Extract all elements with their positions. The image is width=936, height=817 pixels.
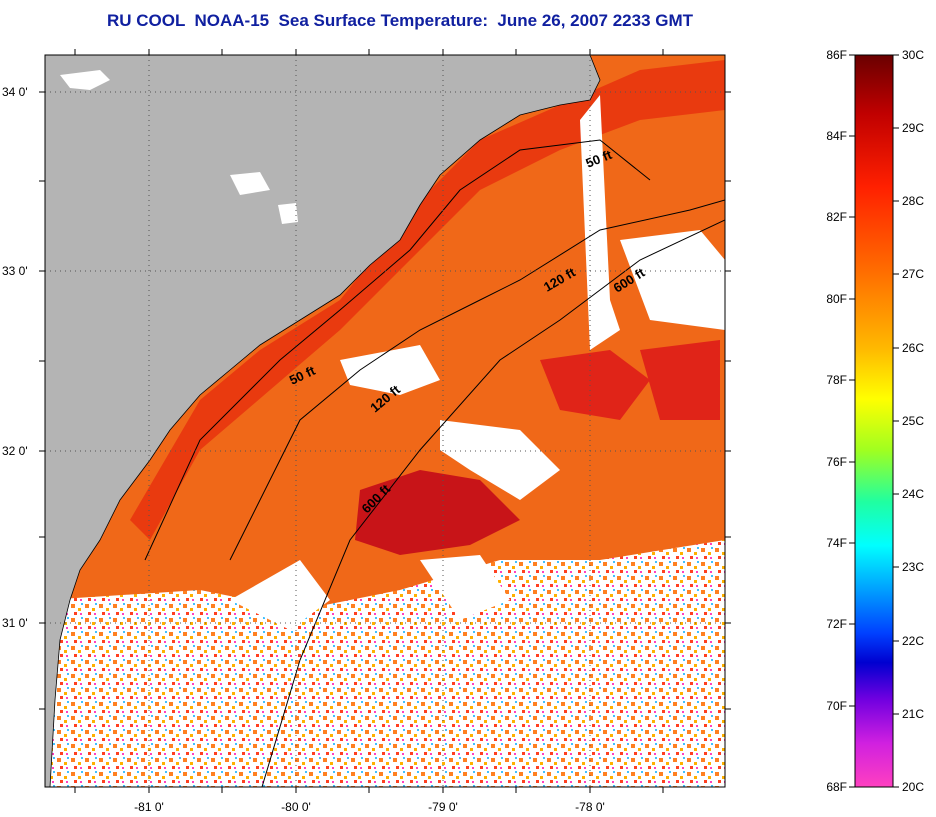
cloud-blob-5 — [420, 555, 510, 620]
lat-label-31: 31 0' — [2, 616, 28, 630]
lat-label-32: 32 0' — [2, 444, 28, 458]
cb-c-29: 29C — [902, 121, 924, 135]
cb-f-74: 74F — [826, 536, 847, 550]
hot-water-patch-3 — [640, 340, 720, 420]
land-cloud-2 — [230, 172, 270, 195]
cloud-blob-3 — [620, 230, 725, 330]
lon-label-80: -80 0' — [281, 800, 311, 814]
lon-label-79: -79 0' — [428, 800, 458, 814]
map-title: RU COOL NOAA-15 Sea Surface Temperature:… — [106, 11, 694, 30]
land-cloud-3 — [278, 203, 298, 224]
map-frame — [44, 54, 726, 788]
cb-f-82: 82F — [826, 210, 847, 224]
cloud-speckle-region — [45, 540, 725, 787]
cloud-blob-1 — [340, 345, 440, 395]
cb-f-68: 68F — [826, 780, 847, 794]
lat-label-33: 33 0' — [2, 264, 28, 278]
cb-c-27: 27C — [902, 267, 924, 281]
cb-c-20: 20C — [902, 780, 924, 794]
cloud-blob-2 — [440, 420, 560, 500]
lon-label-81: -81 0' — [134, 800, 164, 814]
nearshore-warm-band — [130, 60, 725, 540]
cb-f-86: 86F — [826, 48, 847, 62]
isobath-50ft — [144, 139, 651, 561]
lat-label-34: 34 0' — [2, 85, 28, 99]
cb-c-26: 26C — [902, 341, 924, 355]
lon-label-78: -78 0' — [575, 800, 605, 814]
cb-c-30: 30C — [902, 48, 924, 62]
cb-f-72: 72F — [826, 617, 847, 631]
cb-c-22: 22C — [902, 634, 924, 648]
cb-c-23: 23C — [902, 560, 924, 574]
cb-c-25: 25C — [902, 414, 924, 428]
cb-f-84: 84F — [826, 129, 847, 143]
graticule — [45, 55, 725, 787]
map-ticks — [39, 49, 731, 793]
cb-f-78: 78F — [826, 373, 847, 387]
cb-c-24: 24C — [902, 487, 924, 501]
cb-c-28: 28C — [902, 194, 924, 208]
isobath-120ft — [229, 199, 725, 561]
cloud-streak — [580, 95, 620, 350]
land-mass — [45, 55, 601, 787]
cb-f-70: 70F — [826, 699, 847, 713]
colorbar-ticks — [849, 54, 899, 788]
colorbar — [854, 54, 894, 788]
hot-water-patch-2 — [540, 350, 650, 420]
isobath-600ft — [261, 219, 725, 787]
hot-water-patch — [355, 470, 520, 555]
land-cloud-1 — [60, 70, 110, 90]
cloud-blob-4 — [230, 560, 330, 630]
cb-c-21: 21C — [902, 707, 924, 721]
cb-f-80: 80F — [826, 292, 847, 306]
cb-f-76: 76F — [826, 455, 847, 469]
map-area: 50 ft 50 ft 120 ft 120 ft 600 ft 600 ft — [45, 55, 725, 787]
